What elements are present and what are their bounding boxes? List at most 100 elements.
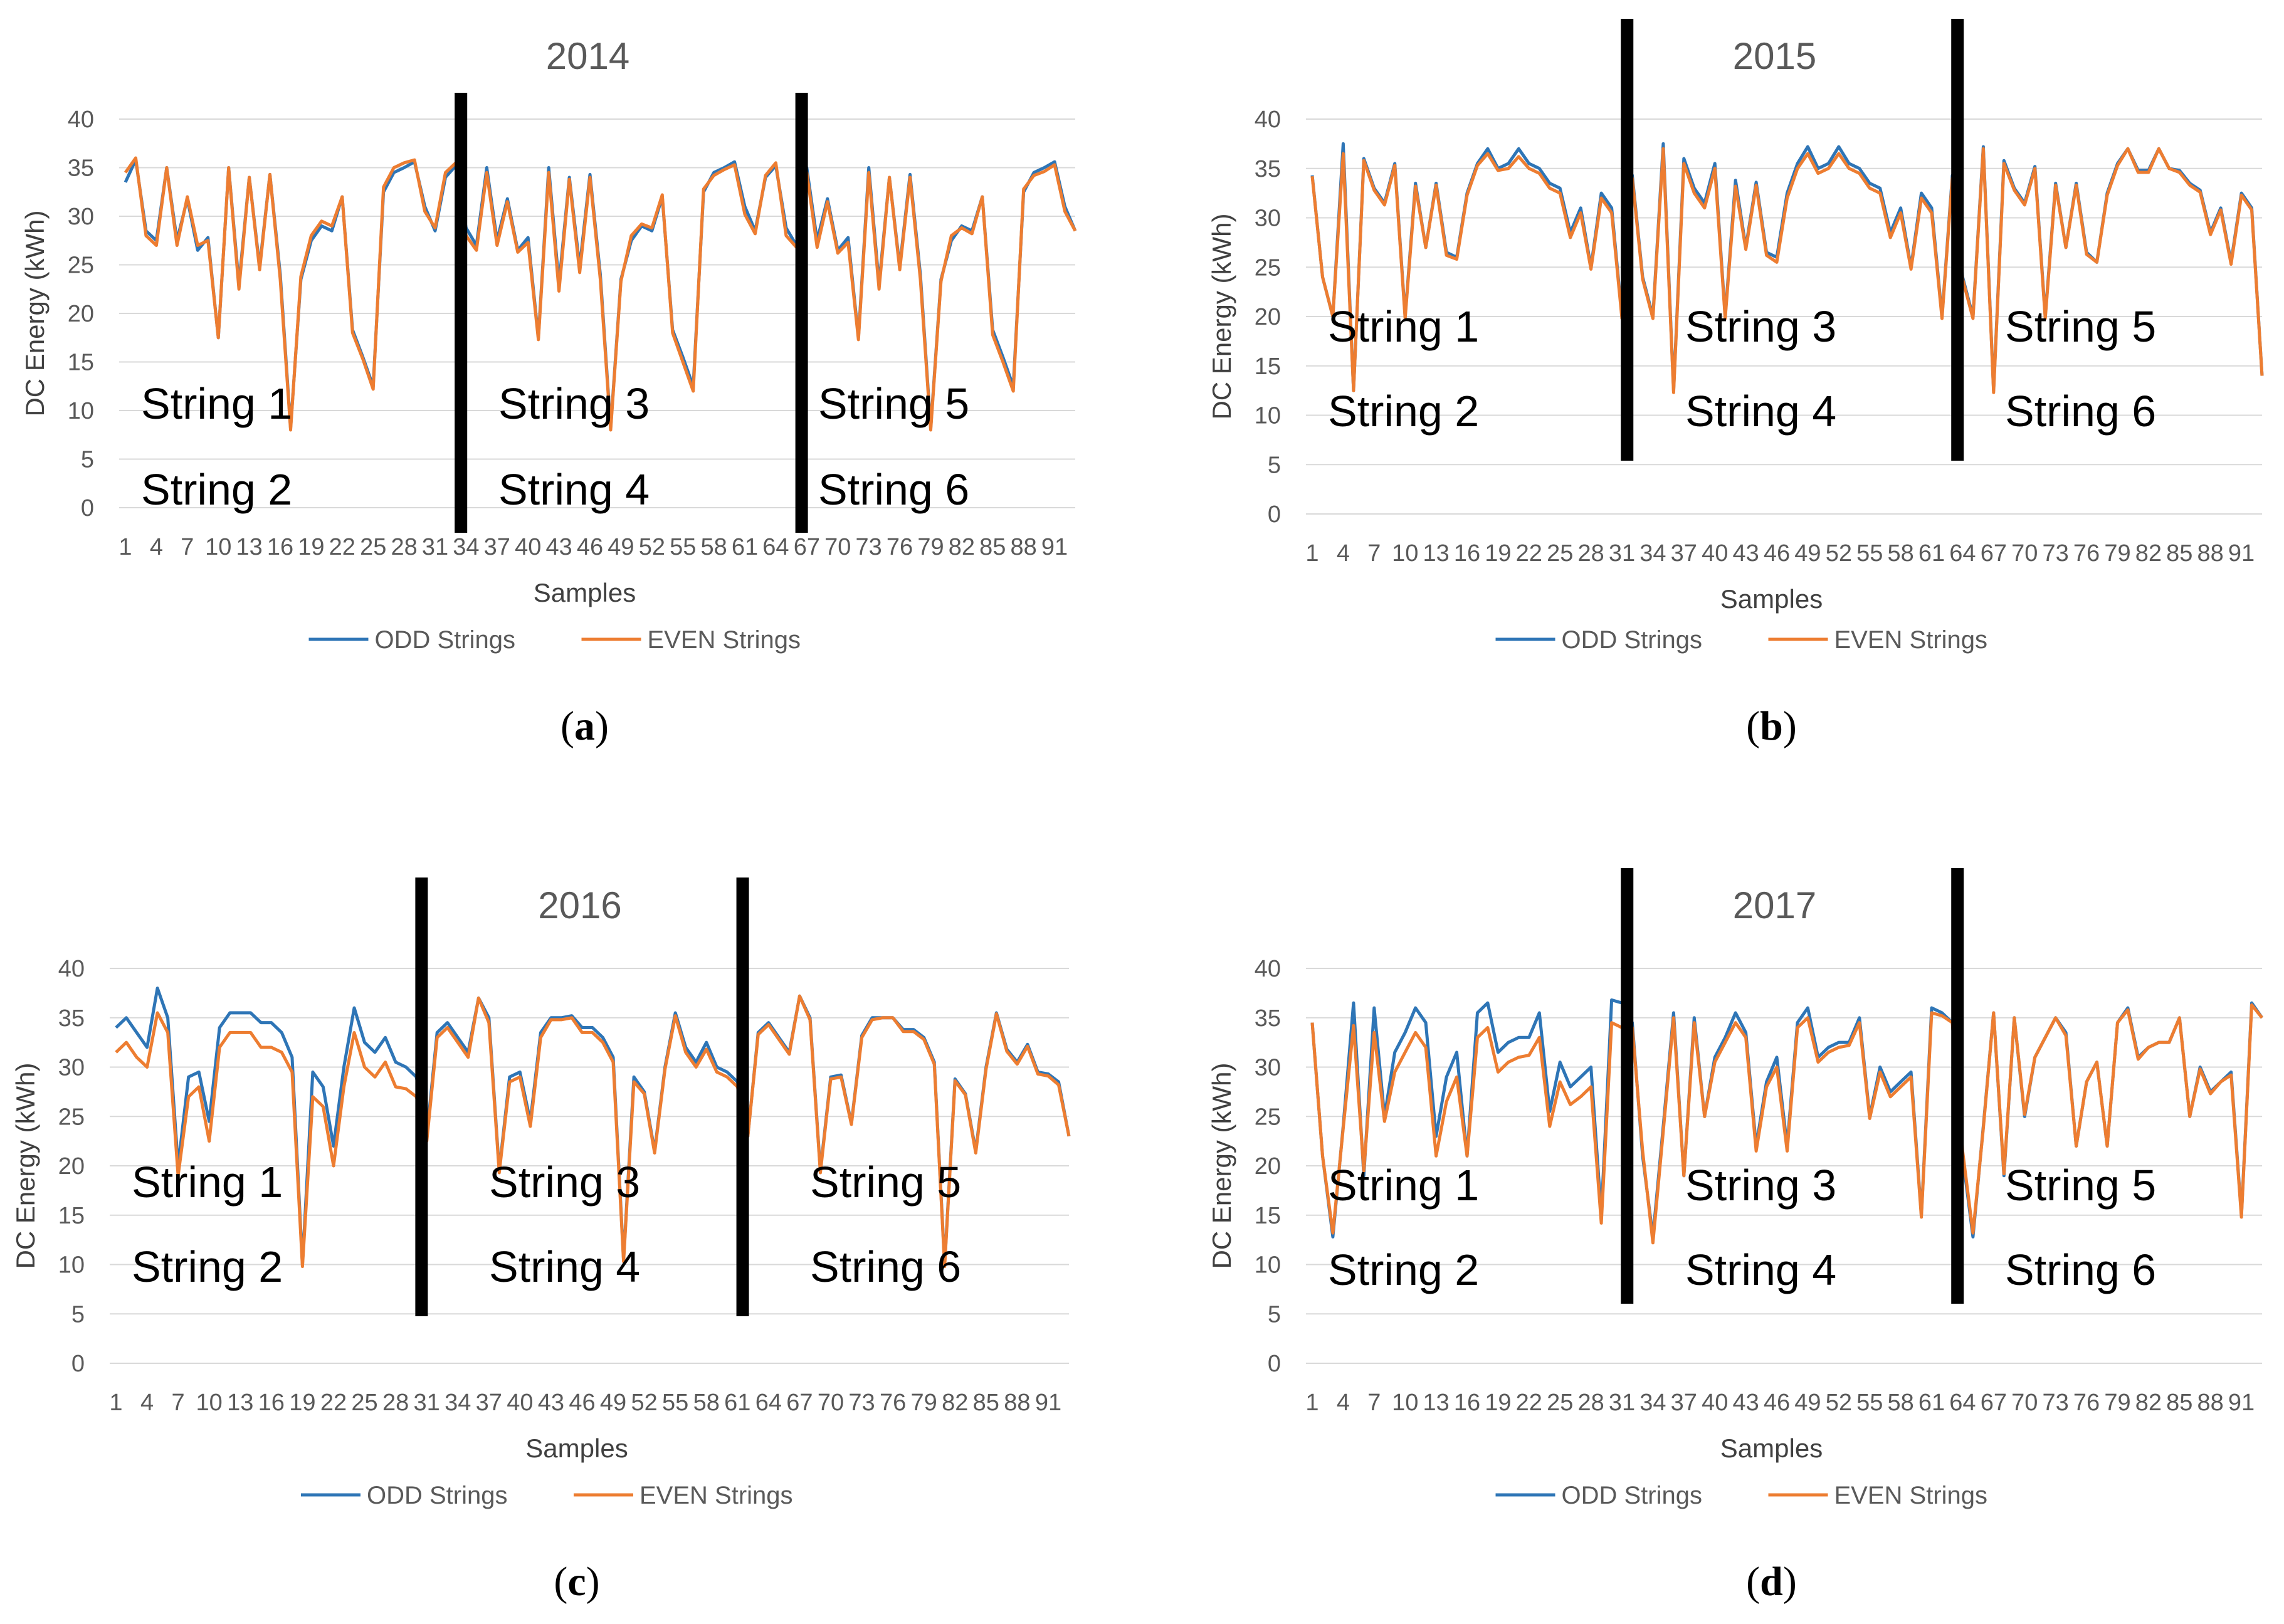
y-tick-label: 35 [58,1005,85,1032]
y-tick-label: 25 [58,1104,85,1130]
odd-strings-line [115,987,1071,1266]
x-tick-label: 43 [1732,1390,1759,1416]
legend-odd-label: ODD Strings [375,626,516,654]
x-tick-label: 73 [2043,1390,2069,1416]
string-label: String 5 [2005,1161,2156,1210]
string-label: String 4 [1685,387,1836,436]
x-tick-label: 16 [267,534,293,560]
x-tick-label: 22 [1516,1390,1542,1416]
string-label: String 4 [1685,1245,1836,1294]
x-tick-label: 31 [1609,540,1635,567]
chart-title: 2015 [1733,35,1816,77]
x-axis-label: Samples [525,1433,628,1463]
y-tick-label: 20 [58,1153,85,1180]
x-tick-label: 7 [1367,540,1381,567]
y-tick-label: 0 [81,495,94,521]
x-tick-label: 46 [569,1390,595,1416]
x-tick-label: 88 [2197,540,2224,567]
y-tick-label: 10 [68,398,94,424]
x-tick-label: 10 [205,534,231,560]
x-tick-label: 31 [1609,1390,1635,1416]
x-tick-label: 79 [911,1390,937,1416]
x-tick-label: 82 [949,534,975,560]
y-tick-label: 20 [68,301,94,327]
y-tick-label: 5 [1268,452,1281,478]
x-tick-label: 34 [1639,1390,1666,1416]
x-tick-label: 13 [227,1390,253,1416]
x-tick-label: 22 [320,1390,347,1416]
string-label: String 6 [818,465,969,514]
string-label: String 3 [1685,302,1836,351]
y-tick-label: 35 [68,155,94,182]
x-tick-label: 34 [445,1390,471,1416]
x-tick-label: 37 [1671,1390,1697,1416]
string-label: String 3 [489,1158,640,1207]
legend-odd-label: ODD Strings [367,1482,508,1509]
x-tick-label: 16 [1454,540,1480,567]
x-tick-label: 70 [2011,1390,2038,1416]
string-label: String 3 [1685,1161,1836,1210]
x-tick-label: 76 [2073,1390,2100,1416]
x-axis-label: Samples [1720,584,1823,614]
x-tick-label: 61 [732,534,758,560]
x-tick-label: 67 [1981,1390,2007,1416]
x-tick-label: 4 [1337,540,1350,567]
x-tick-label: 52 [631,1390,657,1416]
y-tick-label: 0 [71,1351,85,1377]
x-tick-label: 49 [1794,540,1821,567]
legend-even-label: EVEN Strings [1834,626,1988,654]
y-tick-label: 10 [1255,1252,1281,1279]
x-tick-label: 88 [2197,1390,2224,1416]
even-strings-line [124,156,1077,432]
legend-even-label: EVEN Strings [639,1482,793,1509]
x-tick-label: 85 [2166,1390,2192,1416]
x-tick-label: 85 [979,534,1006,560]
y-tick-label: 0 [1268,1351,1281,1377]
string-label: String 5 [818,379,969,428]
y-tick-label: 40 [1255,956,1281,982]
y-tick-label: 5 [1268,1301,1281,1328]
x-axis-label: Samples [534,578,636,607]
x-tick-label: 25 [1547,540,1573,567]
x-tick-label: 25 [360,534,386,560]
string-label: String 5 [810,1158,961,1207]
x-tick-label: 85 [2166,540,2192,567]
x-tick-label: 73 [848,1390,875,1416]
x-tick-label: 46 [577,534,603,560]
x-tick-label: 70 [824,534,851,560]
x-tick-label: 70 [818,1390,844,1416]
x-tick-label: 61 [724,1390,750,1416]
y-tick-label: 5 [71,1301,85,1328]
x-tick-label: 25 [1547,1390,1573,1416]
string-label: String 6 [810,1242,961,1291]
x-tick-label: 28 [382,1390,409,1416]
y-tick-label: 30 [68,204,94,230]
x-tick-label: 37 [1671,540,1697,567]
x-tick-label: 16 [1454,1390,1480,1416]
y-tick-label: 30 [58,1055,85,1081]
string-label: String 2 [132,1242,283,1291]
string-label: String 6 [2005,1245,2156,1294]
string-label: String 2 [141,465,292,514]
string-label: String 1 [1328,1161,1479,1210]
y-tick-label: 20 [1255,304,1281,330]
panel-caption: (b) [1746,703,1797,749]
even-strings-line [1310,147,2264,394]
x-tick-label: 52 [1826,540,1852,567]
x-tick-label: 64 [1949,540,1976,567]
x-tick-label: 79 [2104,1390,2130,1416]
x-tick-label: 25 [351,1390,377,1416]
x-tick-label: 88 [1011,534,1037,560]
string-label: String 2 [1328,387,1479,436]
x-tick-label: 28 [1577,1390,1604,1416]
y-tick-label: 5 [81,447,94,473]
y-tick-label: 10 [58,1252,85,1279]
x-tick-label: 40 [1702,540,1728,567]
x-tick-label: 91 [1041,534,1068,560]
x-tick-label: 4 [140,1390,154,1416]
y-axis-label: DC Energy (kWh) [1207,1062,1236,1269]
x-tick-label: 79 [917,534,944,560]
chart-title: 2016 [538,884,621,926]
